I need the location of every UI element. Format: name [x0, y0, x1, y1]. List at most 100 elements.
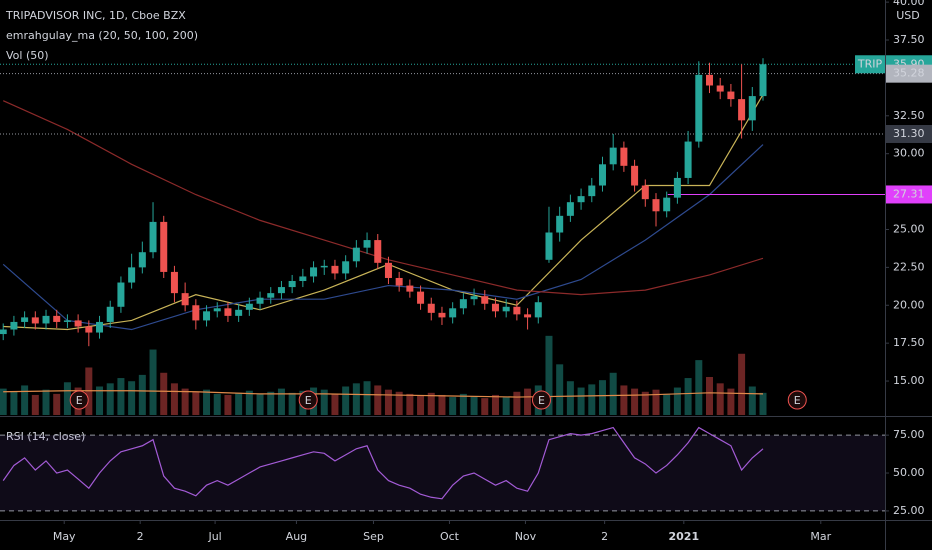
candle-body: [534, 302, 542, 318]
candle-body: [631, 165, 639, 186]
candle-body: [459, 299, 467, 309]
volume-bar: [406, 393, 414, 415]
volume-bar: [128, 381, 136, 415]
volume-ma-line: [3, 390, 764, 398]
candle-body: [96, 321, 104, 333]
volume-bar: [181, 388, 189, 415]
chart-title: TRIPADVISOR INC, 1D, Cboe BZX: [5, 9, 186, 22]
symbol-label: TRIP: [857, 57, 883, 70]
volume-bar: [395, 391, 403, 415]
volume-bar: [63, 382, 71, 415]
volume-bar: [106, 383, 114, 415]
candle-body: [716, 85, 724, 92]
candle-body: [149, 221, 157, 253]
volume-bar: [491, 394, 499, 415]
earnings-marker: [69, 390, 89, 410]
volume-bar: [470, 396, 478, 415]
candle-body: [170, 271, 178, 294]
candle-body: [352, 247, 360, 262]
candle-body: [759, 64, 767, 97]
candle-body: [641, 185, 649, 200]
candle-body: [438, 312, 446, 318]
earnings-label: E: [538, 394, 545, 407]
volume-bar: [588, 384, 596, 415]
volume-bar: [716, 383, 724, 415]
volume-bar: [577, 387, 585, 415]
volume-bar: [342, 386, 350, 415]
price-label: 35.28: [893, 67, 925, 80]
x-tick-label: 2: [137, 530, 144, 543]
candle-body: [684, 141, 692, 178]
volume-bar: [10, 391, 18, 415]
candle-body: [138, 252, 146, 268]
candle-body: [213, 308, 221, 312]
candle-body: [566, 202, 574, 216]
price-label-box: [886, 124, 932, 143]
candle-body: [331, 265, 339, 274]
candle-body: [63, 320, 71, 322]
y-tick-label: 32.50: [893, 109, 925, 122]
volume-bar: [170, 383, 178, 415]
volume-bar: [203, 389, 211, 415]
candle-body: [727, 91, 735, 100]
rsi-tick-label: 25.00: [893, 504, 925, 517]
y-tick-label: 37.50: [893, 33, 925, 46]
candle-body: [320, 265, 328, 268]
x-tick-label: Jul: [207, 530, 221, 543]
volume-bar: [138, 374, 146, 415]
candle-body: [406, 285, 414, 292]
candle-body: [470, 296, 478, 300]
x-tick-label: May: [53, 530, 76, 543]
earnings-marker: [787, 390, 807, 410]
x-tick-label: Mar: [810, 530, 831, 543]
candle-body: [620, 147, 628, 166]
candle-body: [53, 315, 61, 322]
earnings-marker: [298, 390, 318, 410]
volume-bar: [684, 378, 692, 415]
volume-bar: [524, 388, 532, 415]
candle-body: [342, 261, 350, 274]
candle-body: [42, 315, 50, 324]
volume-bar: [556, 364, 564, 415]
candle-body: [106, 306, 114, 322]
volume-bar: [609, 372, 617, 415]
candle-body: [224, 308, 232, 316]
price-label-box: [886, 185, 932, 204]
candle-body: [288, 281, 296, 288]
price-label: 27.31: [893, 187, 925, 200]
earnings-label: E: [794, 394, 801, 407]
indicator-label: emrahgulay_ma (20, 50, 100, 200): [6, 29, 198, 42]
rsi-band: [0, 435, 885, 511]
y-tick-label: 25.00: [893, 222, 925, 235]
x-tick-label: 2: [601, 530, 608, 543]
volume-bar: [235, 392, 243, 415]
volume-bar: [245, 390, 253, 415]
volume-bar: [759, 392, 767, 415]
currency: USD: [896, 9, 920, 22]
volume-bar: [256, 393, 264, 415]
volume-bar: [213, 393, 221, 415]
rsi-title: RSI (14, close): [6, 430, 85, 443]
volume-bar: [427, 392, 435, 415]
symbol-label-box: [855, 55, 885, 74]
volume-bar: [513, 391, 521, 415]
volume-bar: [652, 389, 660, 415]
volume-bar: [374, 385, 382, 415]
volume-bar: [42, 389, 50, 415]
candle-body: [588, 185, 596, 197]
volume-bar: [31, 394, 39, 415]
y-tick-label: 20.00: [893, 298, 925, 311]
volume-bar: [663, 393, 671, 415]
earnings-label: E: [305, 394, 312, 407]
volume-bar: [449, 397, 457, 415]
earnings-label: E: [76, 394, 83, 407]
volume-bar: [363, 381, 371, 415]
volume-bar: [331, 393, 339, 415]
indicator-label: Vol (50): [6, 49, 49, 62]
candle-body: [652, 199, 660, 212]
candle-body: [491, 303, 499, 312]
candle-body: [738, 99, 746, 121]
volume-bar: [21, 385, 29, 415]
volume-bar: [117, 378, 125, 415]
candle-body: [417, 291, 425, 304]
